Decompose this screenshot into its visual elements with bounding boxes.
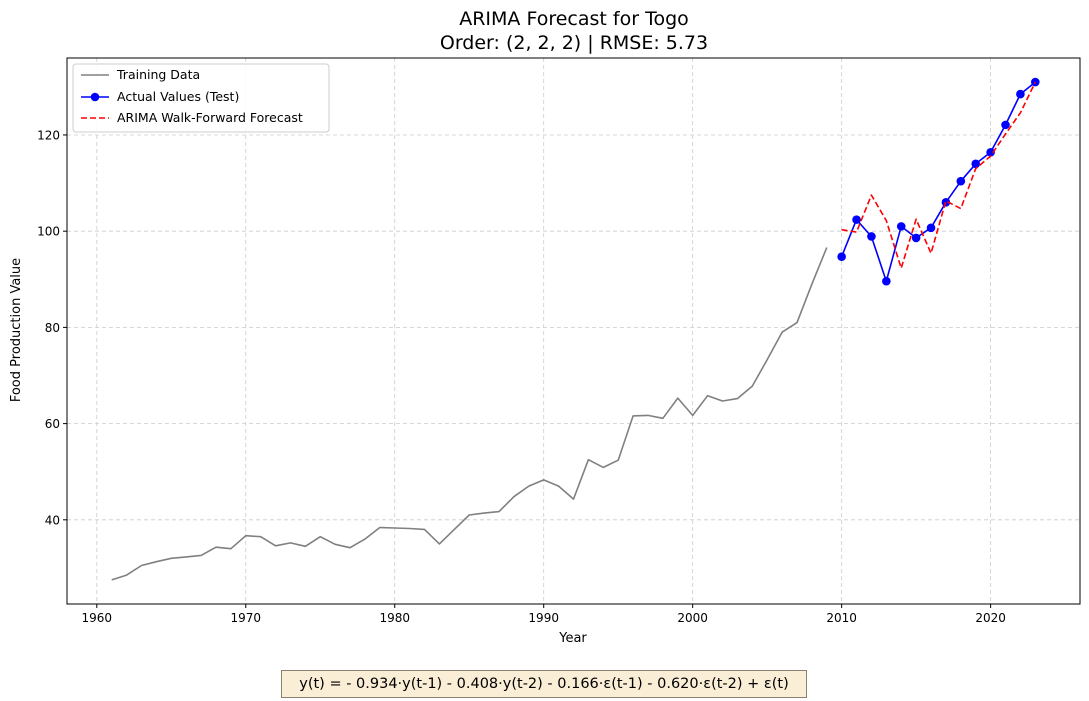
y-axis-label: Food Production Value: [9, 258, 24, 402]
x-tick-label: 2020: [975, 611, 1006, 625]
x-tick-label: 1960: [82, 611, 113, 625]
actual-value-point: [956, 176, 966, 186]
x-axis-label: Year: [558, 631, 587, 646]
forecast-line: [841, 81, 1037, 270]
actual-value-point: [1001, 120, 1010, 130]
x-tick-label: 1970: [230, 611, 261, 625]
legend-label-training: Training Data: [116, 67, 200, 82]
x-tick-label: 1990: [528, 611, 559, 625]
chart-subtitle: Order: (2, 2, 2) | RMSE: 5.73: [440, 32, 708, 54]
equation-box: y(t) = - 0.934·y(t-1) - 0.408·y(t-2) - 0…: [281, 670, 807, 698]
actual-value-point: [882, 276, 891, 286]
plot-frame: [66, 57, 1081, 605]
grid-lines: [67, 58, 1080, 604]
actual-value-point: [867, 232, 876, 241]
plot-series: [111, 77, 1040, 581]
y-tick-label: 120: [37, 128, 60, 142]
legend: Training Data Actual Values (Test) ARIMA…: [72, 63, 330, 133]
actual-value-point: [896, 222, 906, 231]
actual-value-point: [911, 233, 921, 243]
x-tick-label: 1980: [379, 611, 410, 625]
y-tick-label: 60: [45, 417, 60, 431]
actual-value-point: [926, 223, 936, 233]
actual-value-point: [1031, 77, 1040, 87]
x-tick-label: 2000: [677, 611, 708, 625]
actual-value-point: [852, 215, 861, 224]
axis-ticks: 1960 1970 1980 1990 2000 2010 2020 40 60 80 100 120: [37, 128, 1006, 625]
chart-title: ARIMA Forecast for Togo: [459, 8, 689, 30]
legend-box: [72, 63, 330, 133]
actual-value-point: [1016, 89, 1025, 99]
legend-marker-actual: [90, 92, 100, 102]
x-tick-label: 2010: [826, 611, 857, 625]
actual-value-point: [837, 252, 846, 261]
training-data-line: [111, 247, 828, 581]
y-tick-label: 100: [37, 225, 60, 239]
y-tick-label: 80: [45, 321, 60, 335]
actual-value-point: [986, 147, 995, 157]
legend-label-actual: Actual Values (Test): [117, 89, 239, 104]
actual-value-point: [971, 159, 981, 169]
y-tick-label: 40: [45, 513, 60, 527]
legend-label-forecast: ARIMA Walk-Forward Forecast: [117, 110, 303, 125]
actual-values-line: [840, 81, 1036, 283]
